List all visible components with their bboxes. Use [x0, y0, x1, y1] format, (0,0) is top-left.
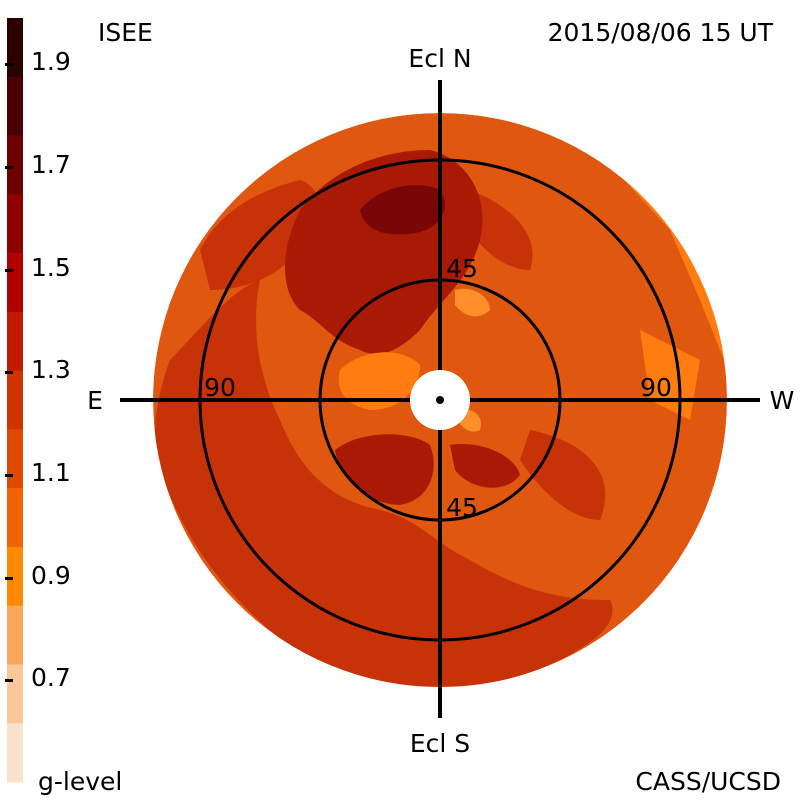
- footer-right: CASS/UCSD: [635, 767, 781, 796]
- colorbar-tick-mark: [5, 577, 13, 580]
- inner-ring-label-bottom: 45: [446, 493, 478, 522]
- sun-center-dot: [436, 396, 444, 404]
- colorbar-swatch: [7, 546, 23, 607]
- footer-left: g-level: [38, 767, 122, 796]
- colorbar-tick-mark: [5, 63, 13, 66]
- colorbar-tick: 1.3: [31, 355, 71, 384]
- title-left: ISEE: [98, 18, 153, 47]
- colorbar-swatch: [7, 605, 23, 665]
- colorbar-tick-mark: [5, 269, 13, 272]
- colorbar-swatch: [7, 194, 23, 254]
- colorbar-tick: 0.9: [31, 561, 71, 590]
- west-label: W: [770, 386, 795, 415]
- east-label: E: [87, 386, 103, 415]
- colorbar-swatch: [7, 311, 23, 372]
- colorbar-swatch: [7, 76, 23, 137]
- colorbar-swatch: [7, 253, 23, 313]
- colorbar-swatch: [7, 664, 23, 724]
- outer-ring-label-left: 90: [204, 373, 236, 402]
- colorbar-ticks: 1.9 1.7 1.5 1.3 1.1 0.9 0.7: [5, 47, 71, 692]
- region-light: [338, 352, 420, 410]
- colorbar-tick: 1.9: [31, 47, 71, 76]
- region-dark: [520, 430, 606, 520]
- region-dark: [154, 280, 613, 687]
- region-darkest: [360, 185, 445, 235]
- region-darker: [450, 444, 520, 488]
- region-dark: [200, 180, 319, 290]
- region-light: [640, 330, 700, 420]
- colorbar-swatch: [7, 488, 23, 548]
- colorbar-tick-mark: [5, 474, 13, 477]
- colorbar-swatch: [7, 370, 23, 430]
- south-label: Ecl S: [410, 729, 470, 758]
- colorbar-tick-mark: [5, 371, 13, 374]
- region-lighter: [455, 288, 490, 317]
- colorbar-tick: 1.7: [31, 150, 71, 179]
- colorbar-tick: 1.5: [31, 253, 71, 282]
- colorbar-swatch: [7, 429, 23, 489]
- north-label: Ecl N: [408, 44, 471, 73]
- colorbar-swatch: [7, 18, 23, 78]
- colorbar-tick-mark: [5, 166, 13, 169]
- title-right: 2015/08/06 15 UT: [548, 18, 774, 47]
- colorbar-swatch: [7, 723, 23, 783]
- inner-ring-label-top: 45: [446, 254, 478, 283]
- colorbar-tick-mark: [5, 679, 13, 682]
- colorbar-tick: 0.7: [31, 663, 71, 692]
- colorbar: [7, 18, 23, 783]
- outer-ring-label-right: 90: [640, 373, 672, 402]
- colorbar-tick: 1.1: [31, 458, 71, 487]
- colorbar-swatch: [7, 135, 23, 195]
